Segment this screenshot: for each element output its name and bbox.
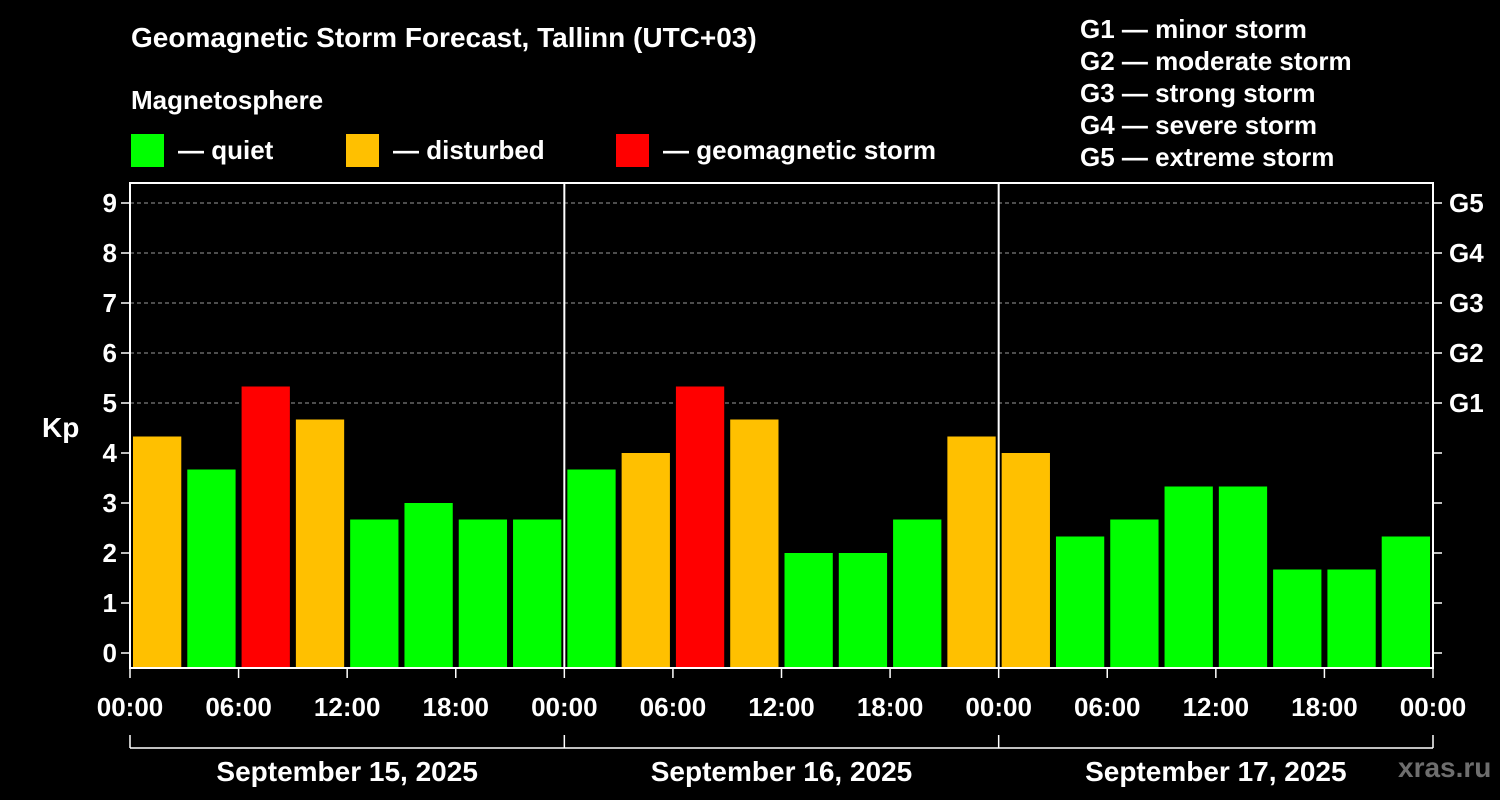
y-tick-label-0: 0 (103, 638, 117, 668)
y-tick-label-4: 4 (103, 438, 118, 468)
y-tick-label-9: 9 (103, 188, 117, 218)
legend-label-quiet: — quiet (178, 134, 274, 165)
bar-day1-7 (458, 519, 508, 668)
bar-day1-2 (187, 469, 236, 668)
day-label-2: September 16, 2025 (651, 756, 913, 787)
bar-day3-2 (1055, 536, 1105, 668)
g-label-g1: G1 (1449, 388, 1484, 418)
x-tick-label-11: 18:00 (1291, 692, 1358, 722)
y-axis-label: Kp (42, 412, 79, 443)
x-tick-label-5: 06:00 (640, 692, 707, 722)
g-label-g2: G2 (1449, 338, 1484, 368)
x-tick-label-12: 00:00 (1400, 692, 1467, 722)
g-scale-item-g2: G2 — moderate storm (1080, 46, 1352, 76)
g-scale-item-g5: G5 — extreme storm (1080, 142, 1335, 172)
bar-day1-8 (513, 519, 562, 668)
bar-day3-6 (1273, 569, 1322, 668)
x-tick-label-10: 12:00 (1183, 692, 1250, 722)
legend-label-storm: — geomagnetic storm (663, 134, 937, 165)
day-label-3: September 17, 2025 (1085, 756, 1347, 787)
legend-swatch-disturbed (346, 133, 379, 167)
bar-day2-6 (838, 553, 888, 668)
legend-item-quiet: — quiet (131, 133, 273, 167)
g-scale-item-g1: G1 — minor storm (1080, 14, 1307, 44)
legend-item-disturbed: — disturbed (346, 133, 545, 167)
x-tick-label-7: 18:00 (857, 692, 924, 722)
x-tick-label-1: 06:00 (205, 692, 272, 722)
bar-day2-5 (784, 553, 833, 668)
legend-swatch-quiet (131, 133, 164, 167)
bar-day2-2 (621, 453, 670, 668)
x-tick-label-6: 12:00 (748, 692, 815, 722)
g-label-g5: G5 (1449, 188, 1484, 218)
y-tick-label-1: 1 (103, 588, 117, 618)
bar-day3-3 (1110, 519, 1159, 668)
g-scale-item-g4: G4 — severe storm (1080, 110, 1318, 140)
bar-day3-1 (1001, 453, 1050, 668)
x-tick-label-3: 18:00 (423, 692, 490, 722)
bar-day3-5 (1218, 486, 1268, 668)
y-tick-label-3: 3 (103, 488, 117, 518)
bar-day1-3 (241, 386, 290, 668)
bar-day3-7 (1327, 569, 1376, 668)
x-tick-label-0: 00:00 (97, 692, 164, 722)
g-scale-item-g3: G3 — strong storm (1080, 78, 1316, 108)
legend-title: Magnetosphere (131, 85, 324, 115)
legend-label-disturbed: — disturbed (393, 134, 545, 165)
bar-day1-1 (133, 436, 182, 668)
legend-swatch-storm (616, 133, 649, 167)
x-tick-label-2: 12:00 (314, 692, 381, 722)
bar-day1-5 (350, 519, 399, 668)
y-tick-label-2: 2 (103, 538, 117, 568)
x-tick-label-4: 00:00 (531, 692, 598, 722)
bar-day1-6 (404, 503, 453, 668)
legend-item-storm: — geomagnetic storm (616, 133, 936, 167)
y-tick-label-6: 6 (103, 338, 117, 368)
bar-day2-1 (567, 469, 616, 668)
watermark: xras.ru (1398, 752, 1492, 783)
bar-day3-4 (1164, 486, 1213, 668)
x-tick-label-8: 00:00 (965, 692, 1032, 722)
chart-title: Geomagnetic Storm Forecast, Tallinn (UTC… (131, 22, 757, 53)
bar-day3-8 (1381, 536, 1430, 668)
bar-day1-4 (295, 419, 345, 668)
bar-day2-7 (893, 519, 942, 668)
x-tick-label-9: 06:00 (1074, 692, 1141, 722)
bar-day2-4 (730, 419, 779, 668)
y-tick-label-7: 7 (103, 288, 117, 318)
bar-day2-3 (675, 386, 725, 668)
y-tick-label-5: 5 (103, 388, 117, 418)
day-label-1: September 15, 2025 (216, 756, 478, 787)
bar-day2-8 (947, 436, 996, 668)
g-label-g4: G4 (1449, 238, 1484, 268)
g-label-g3: G3 (1449, 288, 1484, 318)
y-tick-label-8: 8 (103, 238, 117, 268)
g-scale-legend: G1 — minor storm G2 — moderate storm G3 … (1080, 13, 1352, 173)
